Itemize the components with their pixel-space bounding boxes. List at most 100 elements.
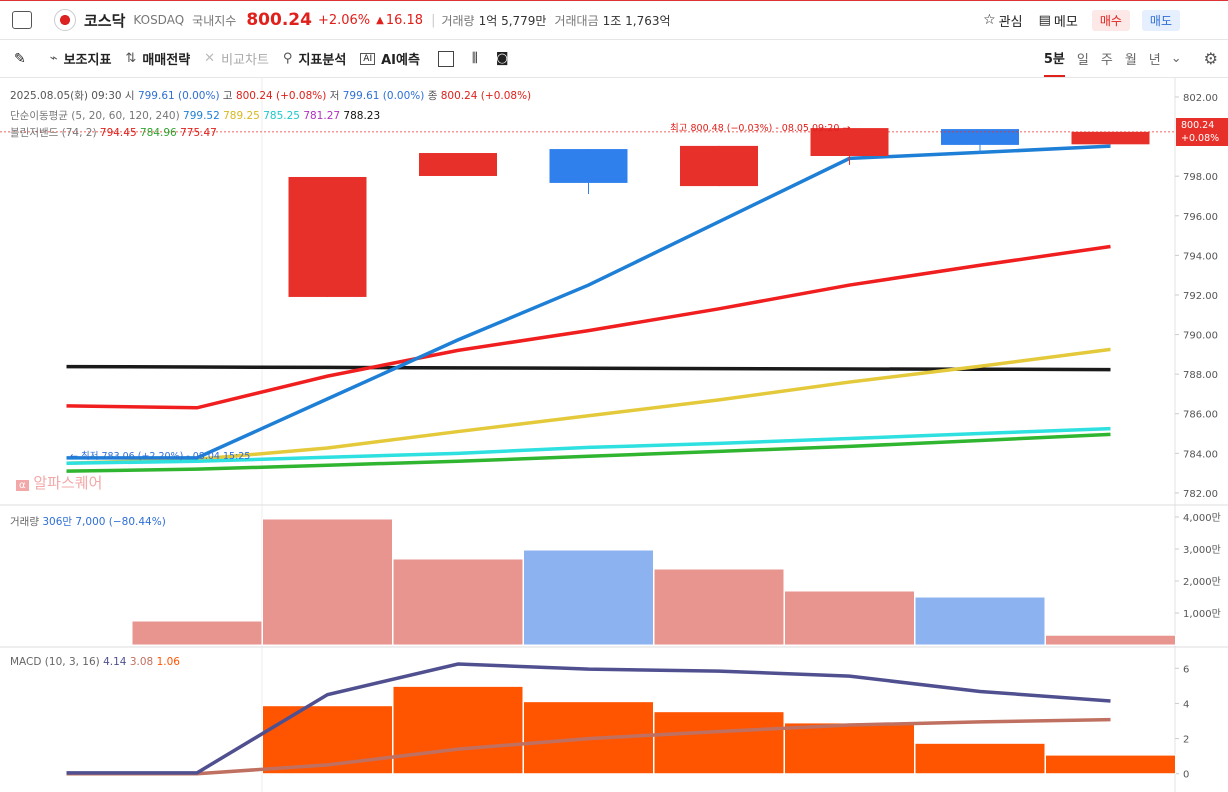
y-tick-label: 0 (1183, 770, 1189, 781)
y-tick-label: 792.00 (1183, 291, 1218, 302)
macd-bar (914, 742, 1046, 775)
ohlc-label: 저 (329, 90, 340, 102)
index-type: 국내지수 (192, 13, 237, 28)
macd-value: 1.06 (156, 656, 180, 668)
camera-icon[interactable]: ◙ (495, 51, 509, 66)
y-tick-label: 2,000만 (1183, 576, 1221, 588)
period[interactable]: 일 (1076, 53, 1089, 68)
draw-icon[interactable]: ✎ (14, 50, 26, 67)
volume-legend-value: 306만 7,000 (−80.44%) (42, 516, 166, 528)
watch[interactable]: 관심 (998, 14, 1023, 30)
y-tick-label: 3,000만 (1183, 544, 1221, 556)
indicator-line (66, 432, 1111, 473)
tool-item[interactable]: 지표분석 (298, 53, 347, 68)
box-icon[interactable] (437, 50, 454, 67)
analysis-icon[interactable]: ⚲ (282, 51, 293, 66)
ohlc-value: 799.61 (0.00%) (342, 90, 425, 102)
indicator-line (66, 364, 1111, 372)
candle-body (288, 176, 367, 297)
watermark-text: 알파스퀘어 (33, 474, 103, 492)
bb-value: 784.96 (139, 127, 177, 139)
watermark: α 알파스퀘어 (16, 472, 102, 493)
ai-icon[interactable]: AI (360, 52, 376, 65)
candle-body (680, 145, 758, 187)
price: 800.24 (246, 10, 312, 30)
volume-bar (914, 596, 1046, 646)
indicator-line (66, 662, 1111, 775)
sell-button[interactable]: 매도 (1141, 9, 1180, 31)
y-tick-label: 802.00 (1183, 93, 1218, 104)
price-tag: 800.24 +0.08% (1176, 118, 1228, 146)
y-tick-label: 4 (1183, 699, 1189, 710)
period[interactable]: 5분 (1043, 40, 1065, 77)
settings-icon[interactable]: ⚙ (1203, 49, 1218, 68)
period[interactable]: 주 (1100, 53, 1113, 68)
indicator-line (66, 144, 1111, 460)
volume-bar (262, 518, 393, 646)
strategy-icon[interactable]: ⇅ (125, 51, 137, 66)
toolbar: ✎ ⌁ 보조지표 ⇅ 매매전략 ✕ 비교차트 ⚲ 지표분석 AI AI예측 ⫼ … (0, 40, 1228, 78)
ma-value: 788.23 (343, 110, 381, 122)
bb-value: 775.47 (180, 127, 217, 139)
flag (54, 9, 76, 31)
y-tick-label: 790.00 (1183, 331, 1218, 342)
compare-icon[interactable]: ✕ (204, 51, 216, 66)
volume-bar (653, 568, 785, 646)
sidebar-toggle[interactable] (12, 11, 32, 29)
y-tick-label: 784.00 (1183, 449, 1218, 460)
ma-value: 781.27 (303, 110, 341, 122)
candle-body (810, 128, 889, 156)
y-tick-label: 1,000만 (1183, 608, 1221, 620)
amount-label: 거래대금 (554, 13, 599, 28)
period[interactable]: 년 (1148, 53, 1161, 68)
buy-button[interactable]: 매수 (1091, 9, 1130, 31)
volume-legend-label: 거래량 (10, 516, 39, 528)
tool-item[interactable]: 매매전략 (142, 53, 191, 68)
code: KOSDAQ (133, 13, 185, 27)
y-tick-label: 4,000만 (1183, 512, 1221, 524)
candle-body (419, 153, 497, 176)
y-tick-label: 794.00 (1183, 251, 1218, 262)
amount: 1조 1,763억 (602, 13, 671, 28)
macd-bar (392, 685, 524, 775)
indicator-icon[interactable]: ⌁ (49, 51, 58, 66)
y-tick-label: 788.00 (1183, 370, 1218, 381)
period[interactable]: 월 (1124, 53, 1137, 68)
indicator-line (66, 244, 1111, 410)
y-tick-label: 2 (1183, 735, 1189, 746)
star-icon[interactable]: ☆ (983, 12, 996, 28)
ohlc-value: 800.24 (+0.08%) (440, 90, 532, 102)
datetime: 2025.08.05(화) 09:30 (10, 90, 122, 102)
macd-legend: MACD (10, 3, 16) 4.14 3.08 1.06 (10, 656, 180, 668)
y-tick-label: 6 (1183, 664, 1189, 675)
volume-label: 거래량 (441, 13, 475, 28)
tool-item[interactable]: AI예측 (381, 53, 420, 68)
divider: | (431, 12, 436, 28)
macd-value: 4.14 (103, 656, 127, 668)
volume-legend: 거래량 306만 7,000 (−80.44%) (10, 514, 166, 529)
volume-bar (784, 590, 915, 646)
ohlc-label: 고 (222, 90, 233, 102)
ma-value: 789.25 (223, 110, 260, 122)
ohlc-value: 799.61 (0.00%) (137, 90, 220, 102)
period-dropdown[interactable]: ⌄ (1170, 51, 1182, 66)
tool-item[interactable]: 보조지표 (63, 53, 112, 68)
candle-icon[interactable]: ⫼ (471, 51, 478, 66)
memo[interactable]: 메모 (1053, 14, 1078, 30)
ma-label: 단순이동평균 (5, 20, 60, 120, 240) (10, 110, 180, 122)
ma-value: 785.25 (263, 110, 300, 122)
candle-body (1071, 131, 1150, 145)
candle-body (549, 149, 628, 183)
memo-icon[interactable]: ▤ (1038, 12, 1051, 28)
volume-bar (131, 620, 263, 646)
volume-bar (392, 558, 524, 646)
chart-area: 782.00 784.00 786.00 788.00 790.00 792.00 794.… (0, 78, 1228, 792)
low-note: ← 최저 783.06 (+2.20%) - 08.04 15:25 (70, 451, 251, 462)
macd-bar (262, 705, 393, 775)
volume-bar (523, 549, 654, 646)
y-tick-label: 798.00 (1183, 172, 1218, 183)
change-pct: +2.06% (317, 12, 371, 28)
tool-item[interactable]: 비교차트 (221, 53, 269, 68)
ohlc-label: 시 (124, 90, 135, 102)
